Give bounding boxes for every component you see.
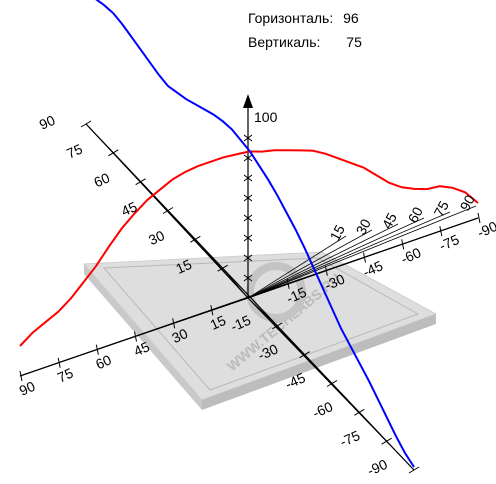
vertical-rim-tick (108, 149, 119, 157)
horizontal-tick-label: -30 (322, 270, 347, 293)
vertical-axis-arrowhead (243, 94, 253, 108)
horizontal-tick-label: 60 (93, 351, 114, 372)
vertical-readout: Вертикаль: 75 (248, 32, 362, 56)
right-ray (247, 229, 373, 299)
right-tick-label: 60 (405, 204, 427, 225)
vertical-tick-label: -45 (283, 369, 308, 392)
vertical-rim-tick (272, 322, 283, 330)
horizontal-label: Горизонталь: (248, 10, 334, 26)
watermark-logo (246, 262, 306, 322)
right-ray (247, 235, 347, 299)
horizontal-axis-tick (172, 318, 176, 329)
horizontal-axis-tick (210, 305, 214, 316)
vertical-tick-label: 45 (119, 198, 140, 219)
vertical-tick-label: -60 (310, 398, 335, 421)
vertical-rim-tick (162, 207, 174, 214)
horizontal-tick-label: 30 (169, 325, 190, 346)
vertical-axis-tick (243, 174, 253, 182)
horizontal-tick-label: 75 (55, 365, 76, 386)
vertical-label: Вертикаль: (248, 34, 321, 50)
right-tick-label: 90 (457, 192, 479, 213)
vertical-axis-tick (243, 194, 253, 202)
horizontal-axis-tick (363, 252, 366, 263)
vertical-rim-tick (408, 466, 420, 474)
vertical-rim-tick (354, 408, 365, 416)
vertical-tick-label: 75 (64, 141, 85, 162)
vertical-tick-label: 60 (91, 169, 112, 190)
right-ray (247, 211, 451, 299)
horizontal-axis-tick (324, 265, 328, 276)
horizontal-value: 96 (343, 10, 359, 26)
horizontal-tick-label: 90 (17, 378, 38, 399)
horizontal-readout: Горизонталь: 96 (248, 8, 362, 32)
right-ray (247, 223, 399, 299)
vertical-axis-tick (243, 274, 253, 282)
vertical-axis-tick (243, 214, 253, 222)
base-platform: WWW.TECHLABS.RU (82, 251, 438, 410)
vertical-rim-tick (217, 264, 228, 272)
vertical-axis-tick (243, 234, 253, 242)
vertical-tick-label: -30 (255, 340, 280, 363)
horizontal-axis-tick (286, 278, 290, 289)
vertical-tick-label: -75 (337, 427, 362, 450)
horizontal-tick-label: 45 (131, 338, 152, 359)
vertical-tick-label: 30 (146, 227, 167, 248)
horizontal-angle-axis (19, 217, 479, 377)
vertical-rim-tick (299, 351, 310, 359)
vertical-rim-tick (190, 235, 201, 243)
horizontal-tick-label: -45 (360, 257, 385, 280)
vertical-rim-tick (326, 380, 338, 387)
horizontal-axis-tick (19, 370, 23, 382)
chart-axes (19, 94, 481, 474)
horizontal-axis-tick (477, 212, 481, 224)
horizontal-tick-label: 15 (208, 312, 229, 333)
vertical-rim-tick (381, 437, 392, 445)
right-tick-label: 30 (353, 216, 375, 237)
right-tick-label: 45 (379, 210, 401, 231)
chart-series (19, 0, 479, 468)
platform-side (202, 314, 436, 410)
angle-readout: Горизонталь: 96 Вертикаль: 75 (248, 8, 362, 56)
vertical-tick-label: 100 (254, 109, 278, 125)
horizontal-axis-tick (95, 344, 99, 355)
blue-series-line (95, 0, 415, 468)
vertical-tick-label: 15 (173, 256, 194, 277)
vertical-rim-tick (80, 120, 92, 128)
chart-tick-labels: 100909075756060454530301515-15-15-30-30-… (17, 109, 496, 479)
platform-front (84, 264, 202, 410)
vertical-value: 75 (346, 34, 362, 50)
platform-inner-border (102, 257, 420, 391)
vertical-rim-tick (135, 178, 146, 186)
horizontal-axis-tick (57, 357, 61, 368)
vertical-axis-tick (243, 154, 253, 162)
vertical-axis-tick (243, 134, 253, 142)
vertical-tick-label: -90 (365, 456, 390, 479)
horizontal-tick-label: -90 (475, 218, 496, 241)
vertical-axis-tick (243, 254, 253, 262)
right-ray (247, 217, 425, 299)
right-tick-label: 75 (431, 198, 453, 219)
right-tick-label: 15 (327, 222, 349, 243)
horizontal-tick-label: -15 (284, 284, 309, 307)
vertical-tick-label: -15 (228, 312, 253, 335)
horizontal-tick-label: -75 (437, 231, 462, 254)
horizontal-axis-tick (439, 226, 443, 237)
vertical-tick-label: 90 (37, 112, 58, 133)
horizontal-axis-tick (401, 239, 405, 250)
right-ray (247, 205, 477, 299)
horizontal-axis-tick (134, 331, 137, 342)
horizontal-tick-label: -60 (398, 244, 423, 267)
